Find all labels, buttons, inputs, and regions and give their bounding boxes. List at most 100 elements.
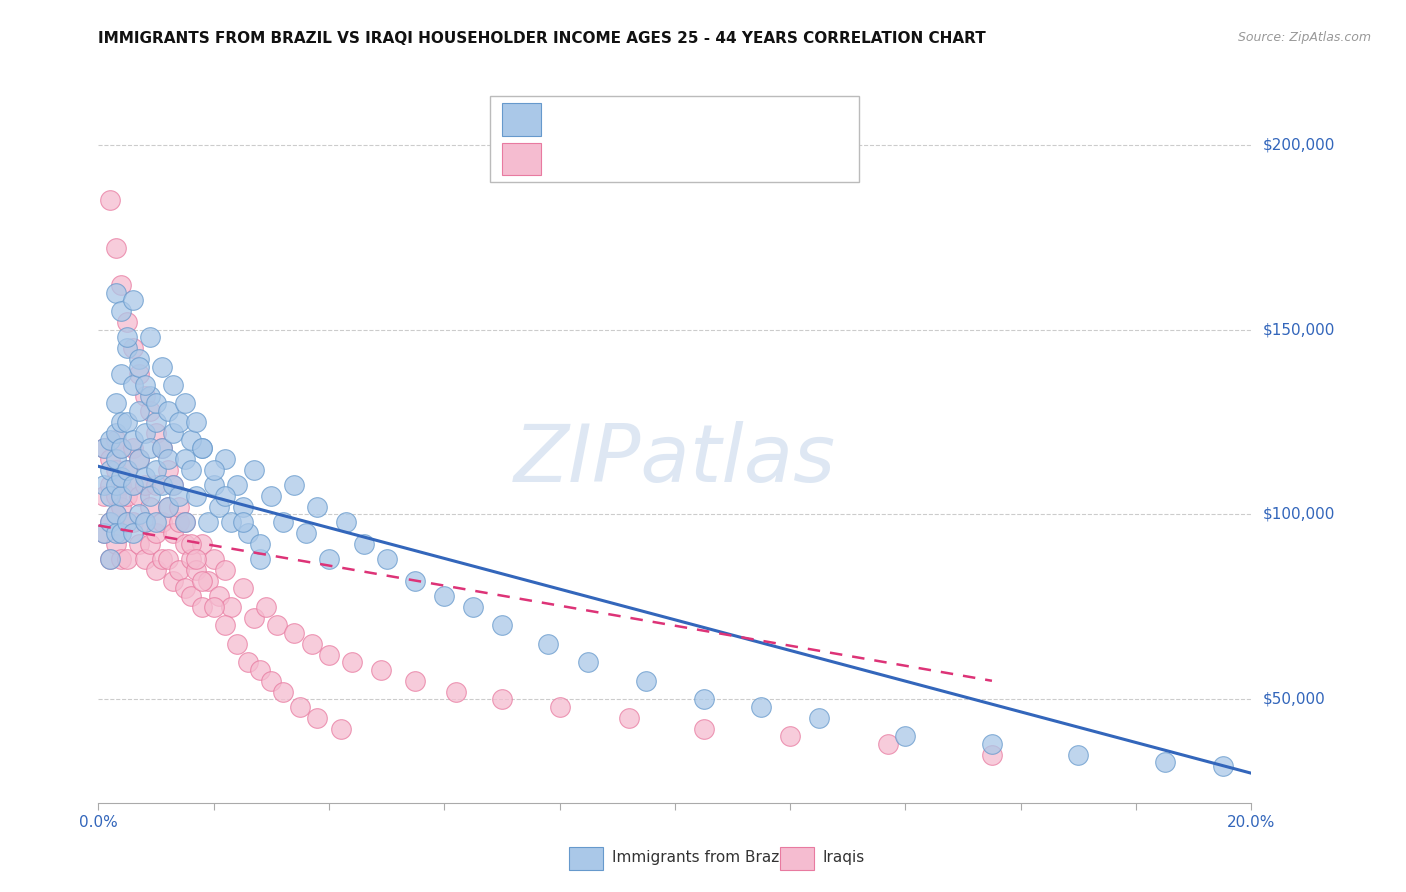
Point — [174, 452, 197, 467]
Point — [186, 551, 208, 566]
Point — [444, 685, 467, 699]
Point — [405, 574, 427, 588]
Point — [104, 241, 127, 255]
Point — [617, 711, 640, 725]
Point — [231, 500, 254, 514]
Point — [162, 425, 184, 440]
Point — [156, 500, 179, 514]
Point — [636, 673, 658, 688]
Point — [162, 478, 184, 492]
Point — [104, 508, 127, 522]
Point — [93, 525, 115, 540]
Point — [271, 685, 294, 699]
Point — [128, 367, 150, 381]
Point — [117, 551, 138, 566]
Point — [110, 470, 132, 484]
Point — [167, 489, 190, 503]
Point — [98, 452, 121, 467]
Point — [180, 537, 202, 551]
Point — [117, 315, 138, 329]
Point — [104, 525, 127, 540]
Point — [104, 537, 127, 551]
Point — [219, 515, 242, 529]
Text: IMMIGRANTS FROM BRAZIL VS IRAQI HOUSEHOLDER INCOME AGES 25 - 44 YEARS CORRELATIO: IMMIGRANTS FROM BRAZIL VS IRAQI HOUSEHOL… — [98, 31, 986, 46]
Point — [162, 378, 184, 392]
Point — [214, 563, 236, 577]
Point — [219, 599, 242, 614]
Point — [145, 463, 167, 477]
Point — [271, 515, 294, 529]
Point — [491, 618, 513, 632]
Point — [104, 463, 127, 477]
Text: Source: ZipAtlas.com: Source: ZipAtlas.com — [1237, 31, 1371, 45]
Point — [150, 441, 173, 455]
Point — [307, 500, 329, 514]
Point — [156, 500, 179, 514]
Point — [167, 563, 190, 577]
Point — [128, 404, 150, 418]
Point — [110, 500, 132, 514]
Point — [117, 515, 138, 529]
Point — [202, 551, 225, 566]
Point — [318, 551, 340, 566]
Point — [104, 508, 127, 522]
Point — [93, 441, 115, 455]
Point — [1212, 759, 1234, 773]
Point — [249, 551, 271, 566]
Point — [186, 415, 208, 429]
Point — [693, 722, 716, 736]
Point — [139, 330, 162, 344]
Point — [214, 452, 236, 467]
Point — [156, 452, 179, 467]
Point — [238, 525, 260, 540]
Point — [110, 525, 132, 540]
Point — [110, 478, 132, 492]
Point — [122, 434, 145, 448]
Point — [117, 463, 138, 477]
Point — [290, 699, 312, 714]
Point — [174, 537, 197, 551]
Point — [254, 599, 277, 614]
Point — [156, 551, 179, 566]
Point — [180, 463, 202, 477]
Point — [134, 515, 156, 529]
Point — [156, 463, 179, 477]
Point — [117, 341, 138, 355]
Point — [186, 563, 208, 577]
Point — [370, 663, 392, 677]
Point — [122, 478, 145, 492]
Point — [128, 352, 150, 367]
Point — [162, 525, 184, 540]
Point — [461, 599, 484, 614]
Point — [301, 637, 323, 651]
Point — [214, 489, 236, 503]
Point — [150, 478, 173, 492]
Point — [537, 637, 560, 651]
Point — [93, 478, 115, 492]
Point — [433, 589, 456, 603]
Text: ZIPatlas: ZIPatlas — [513, 421, 837, 500]
Point — [98, 478, 121, 492]
Point — [110, 278, 132, 293]
Point — [260, 489, 283, 503]
Point — [110, 525, 132, 540]
Point — [214, 618, 236, 632]
Point — [353, 537, 375, 551]
Point — [243, 611, 266, 625]
Point — [110, 441, 132, 455]
Point — [110, 489, 132, 503]
Point — [186, 489, 208, 503]
Point — [134, 378, 156, 392]
Point — [877, 737, 900, 751]
Point — [150, 359, 173, 374]
Point — [162, 478, 184, 492]
Point — [145, 525, 167, 540]
Point — [167, 415, 190, 429]
Point — [139, 404, 162, 418]
Point — [98, 193, 121, 207]
Point — [231, 515, 254, 529]
Point — [1153, 755, 1175, 769]
Point — [128, 452, 150, 467]
Point — [167, 515, 190, 529]
Point — [329, 722, 352, 736]
